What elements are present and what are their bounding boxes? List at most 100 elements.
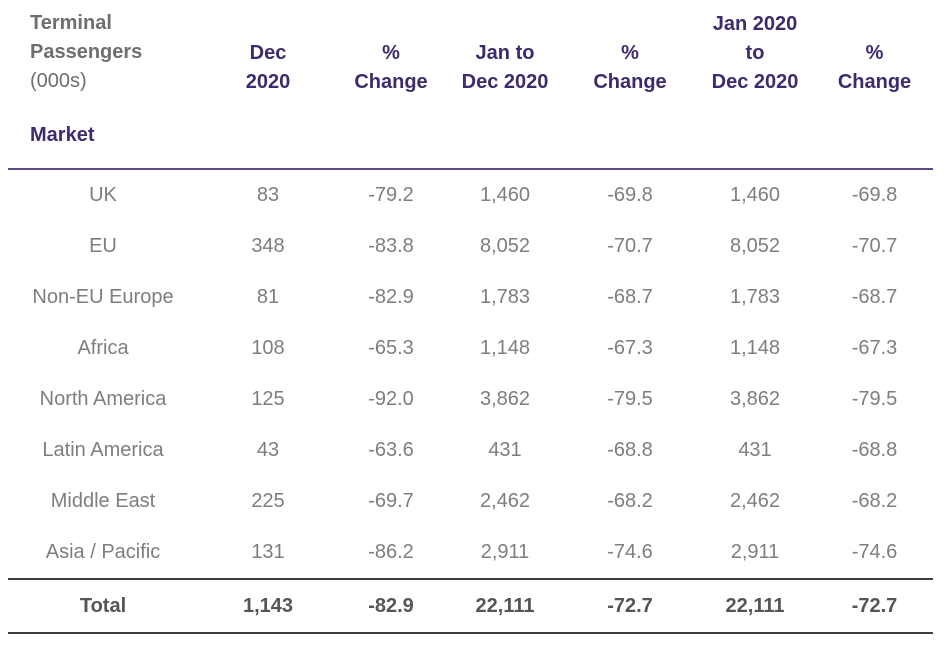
row-jan-to-dec-value: 1,148 (479, 337, 531, 359)
total-row-label: Total (79, 594, 127, 617)
table-row: Asia / Pacific 131 -86.2 2,911 -74.6 2,9… (8, 527, 933, 578)
table-row: Africa 108 -65.3 1,148 -67.3 1,148 -67.3 (8, 323, 933, 374)
column-header-jan-to-dec-2020: Jan to Dec 2020 (444, 39, 566, 97)
row-dec-2020-value: 108 (251, 337, 285, 359)
header-divider-rule (8, 168, 933, 170)
row-pct-change-ytd-value: -68.8 (607, 439, 653, 461)
total-jan2020-to-dec2020-value: 22,111 (725, 594, 785, 617)
table-row: Non-EU Europe 81 -82.9 1,783 -68.7 1,783… (8, 272, 933, 323)
row-jan2020-to-dec2020-value: 2,911 (730, 541, 780, 563)
row-pct-change-month-value: -69.7 (368, 490, 414, 512)
row-market-label: UK (89, 184, 117, 206)
row-pct-change-month-value: -86.2 (368, 541, 414, 563)
row-dec-2020-value: 125 (251, 388, 285, 410)
row-jan-to-dec-value: 8,052 (479, 235, 531, 257)
table-row: Middle East 225 -69.7 2,462 -68.2 2,462 … (8, 476, 933, 527)
row-pct-change-ytd-value: -68.7 (607, 286, 653, 308)
column-header-dec-2020: Dec 2020 (198, 39, 338, 97)
column-header-pct-change-12mo: % Change (816, 39, 933, 97)
table-row: EU 348 -83.8 8,052 -70.7 8,052 -70.7 (8, 221, 933, 272)
row-market-label: EU (89, 235, 117, 257)
row-pct-change-ytd-value: -67.3 (607, 337, 653, 359)
row-pct-change-12mo-value: -68.2 (851, 490, 898, 512)
total-row: Total 1,143 -82.9 22,111 -72.7 22,111 -7… (8, 580, 933, 632)
row-pct-change-month-value: -92.0 (368, 388, 414, 410)
column-header-line: Jan to (475, 42, 535, 64)
row-pct-change-12mo-value: -74.6 (851, 541, 898, 563)
row-pct-change-12mo-value: -79.5 (851, 388, 898, 410)
column-header-jan-2020-to-dec-2020: Jan 2020 to Dec 2020 (694, 10, 816, 97)
table-title-block: Terminal Passengers (000s) (8, 9, 198, 96)
row-dec-2020-value: 81 (256, 286, 280, 308)
column-header-line: Change (593, 71, 667, 93)
column-header-line: % (621, 42, 639, 64)
row-jan2020-to-dec2020-value: 1,460 (729, 184, 781, 206)
total-pct-change-month-value: -82.9 (368, 594, 414, 617)
row-jan2020-to-dec2020-value: 3,862 (729, 388, 781, 410)
row-dec-2020-value: 43 (256, 439, 280, 461)
column-header-pct-change-ytd: % Change (566, 39, 694, 97)
row-dec-2020-value: 83 (256, 184, 280, 206)
row-pct-change-12mo-value: -68.8 (851, 439, 898, 461)
row-market-label: Latin America (42, 439, 164, 461)
row-market-label: Africa (77, 337, 129, 359)
column-header-line: 2020 (245, 71, 291, 93)
column-header-line: Jan 2020 (712, 13, 798, 35)
row-pct-change-ytd-value: -74.6 (607, 541, 653, 563)
column-header-line: Dec (249, 42, 287, 64)
market-column-label: Market (30, 124, 95, 146)
column-header-line: Dec 2020 (711, 71, 799, 93)
row-pct-change-month-value: -83.8 (368, 235, 414, 257)
column-header-pct-change-month: % Change (338, 39, 444, 97)
row-jan2020-to-dec2020-value: 431 (738, 439, 772, 461)
table-body: UK 83 -79.2 1,460 -69.8 1,460 -69.8 EU 3… (8, 170, 933, 578)
row-dec-2020-value: 225 (251, 490, 285, 512)
total-pct-change-12mo-value: -72.7 (851, 594, 898, 617)
column-header-line: to (745, 42, 765, 64)
table-header-row: Terminal Passengers (000s) Dec 2020% Chang… (8, 9, 933, 97)
total-bottom-rule (8, 632, 933, 634)
row-jan2020-to-dec2020-value: 1,783 (729, 286, 781, 308)
total-pct-change-ytd-value: -72.7 (607, 594, 653, 617)
table-row: Latin America 43 -63.6 431 -68.8 431 -68… (8, 425, 933, 476)
total-top-rule (8, 578, 933, 580)
row-jan-to-dec-value: 431 (488, 439, 522, 461)
row-pct-change-month-value: -65.3 (368, 337, 414, 359)
column-header-line: Change (354, 71, 428, 93)
row-pct-change-month-value: -79.2 (368, 184, 414, 206)
row-jan-to-dec-value: 3,862 (479, 388, 531, 410)
row-jan2020-to-dec2020-value: 2,462 (729, 490, 781, 512)
table-row: UK 83 -79.2 1,460 -69.8 1,460 -69.8 (8, 170, 933, 221)
row-pct-change-12mo-value: -68.7 (851, 286, 898, 308)
total-jan-to-dec-value: 22,111 (475, 594, 535, 617)
row-pct-change-month-value: -82.9 (368, 286, 414, 308)
row-pct-change-ytd-value: -79.5 (607, 388, 653, 410)
row-pct-change-ytd-value: -70.7 (607, 235, 653, 257)
column-header-line: % (382, 42, 400, 64)
column-header-line: Change (837, 71, 912, 93)
column-header-line: % (865, 42, 884, 64)
total-dec-2020-value: 1,143 (242, 594, 294, 617)
row-market-label: Asia / Pacific (45, 541, 161, 563)
row-dec-2020-value: 348 (251, 235, 285, 257)
row-dec-2020-value: 131 (251, 541, 285, 563)
row-pct-change-12mo-value: -67.3 (851, 337, 898, 359)
row-pct-change-ytd-value: -69.8 (607, 184, 653, 206)
row-pct-change-month-value: -63.6 (368, 439, 414, 461)
row-jan2020-to-dec2020-value: 1,148 (729, 337, 781, 359)
row-market-label: North America (39, 388, 167, 410)
row-market-label: Middle East (50, 490, 156, 512)
table-row: North America 125 -92.0 3,862 -79.5 3,86… (8, 374, 933, 425)
row-jan-to-dec-value: 2,911 (480, 541, 530, 563)
row-pct-change-12mo-value: -70.7 (851, 235, 898, 257)
row-market-label: Non-EU Europe (32, 286, 174, 308)
row-jan2020-to-dec2020-value: 8,052 (729, 235, 781, 257)
row-jan-to-dec-value: 2,462 (479, 490, 531, 512)
table-title: Terminal Passengers (30, 12, 143, 63)
row-jan-to-dec-value: 1,460 (479, 184, 531, 206)
terminal-passengers-table: Terminal Passengers (000s) Dec 2020% Chang… (8, 0, 933, 634)
row-pct-change-12mo-value: -69.8 (851, 184, 898, 206)
row-pct-change-ytd-value: -68.2 (607, 490, 653, 512)
row-jan-to-dec-value: 1,783 (479, 286, 531, 308)
